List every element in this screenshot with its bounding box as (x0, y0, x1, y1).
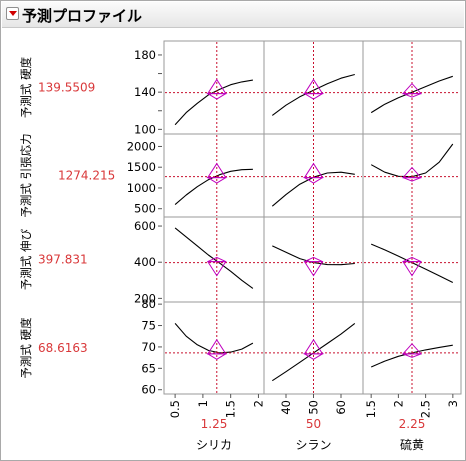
outline-header: 予測プロファイル (2, 2, 464, 28)
factor-label: 硫黄 (400, 437, 424, 452)
row-response-value: 139.5509 (38, 81, 95, 95)
factor-current-value: 2.25 (399, 417, 426, 431)
y-tick-label: 2000 (127, 139, 156, 153)
confidence-marker (206, 261, 227, 277)
y-tick-label: 180 (134, 48, 156, 62)
row-response-label: 予測式 硬度 (19, 56, 33, 118)
y-tick-label: 60 (141, 383, 156, 397)
x-tick-label: 50 (307, 400, 321, 415)
y-tick-label: 600 (134, 219, 156, 233)
x-tick-label: 1 (196, 400, 210, 407)
row-response-value: 68.6163 (38, 341, 88, 355)
x-tick-label: 2 (391, 400, 405, 407)
confidence-marker (303, 78, 324, 95)
row-response-value: 397.831 (38, 253, 88, 267)
row-response-label: 予測式 引張応力 (19, 133, 33, 217)
factor-current-value: 1.25 (201, 417, 228, 431)
confidence-marker (303, 261, 324, 277)
confidence-marker (401, 343, 423, 355)
x-tick-label: 60 (334, 400, 348, 415)
y-tick-label: 70 (141, 340, 156, 354)
y-tick-label: 200 (134, 291, 156, 305)
x-tick-label: 1.5 (364, 400, 378, 418)
confidence-marker (206, 338, 227, 355)
x-tick-label: 40 (279, 400, 293, 415)
profile-cell[interactable] (163, 301, 265, 395)
panel-title[interactable]: 予測プロファイル (22, 7, 143, 25)
y-tick-label: 400 (134, 255, 156, 269)
y-tick-label: 1000 (127, 181, 156, 195)
confidence-marker (401, 166, 423, 179)
y-tick-label: 75 (141, 319, 156, 333)
row-response-value: 1274.215 (58, 169, 115, 183)
row-response-label: 予測式 伸び (19, 228, 33, 290)
factor-label: シリカ (196, 438, 232, 452)
x-tick-label: 3 (446, 400, 460, 407)
confidence-marker (402, 261, 422, 277)
y-tick-label: 140 (134, 85, 156, 99)
profile-cell[interactable] (263, 301, 364, 395)
x-tick-label: 2 (251, 400, 265, 407)
profile-cell[interactable] (163, 133, 265, 218)
factor-current-value: 50 (306, 417, 321, 431)
row-response-label: 予測式 硬度 (19, 317, 33, 379)
confidence-marker (401, 82, 423, 95)
x-tick-label: 0.5 (168, 400, 182, 418)
y-tick-label: 80 (141, 297, 156, 311)
y-tick-label: 500 (134, 202, 156, 216)
factor-label: シラン (295, 438, 331, 452)
x-tick-label: 1.5 (224, 400, 238, 418)
y-tick-label: 65 (141, 361, 156, 375)
y-tick-label: 100 (134, 122, 156, 136)
response-curve (174, 323, 254, 354)
red-triangle-menu-icon[interactable] (6, 7, 19, 20)
confidence-marker (206, 162, 227, 179)
confidence-marker (303, 162, 324, 179)
y-tick-label: 1500 (127, 160, 156, 174)
confidence-marker (206, 78, 227, 95)
confidence-marker (303, 338, 324, 355)
x-tick-label: 2.5 (419, 400, 433, 418)
